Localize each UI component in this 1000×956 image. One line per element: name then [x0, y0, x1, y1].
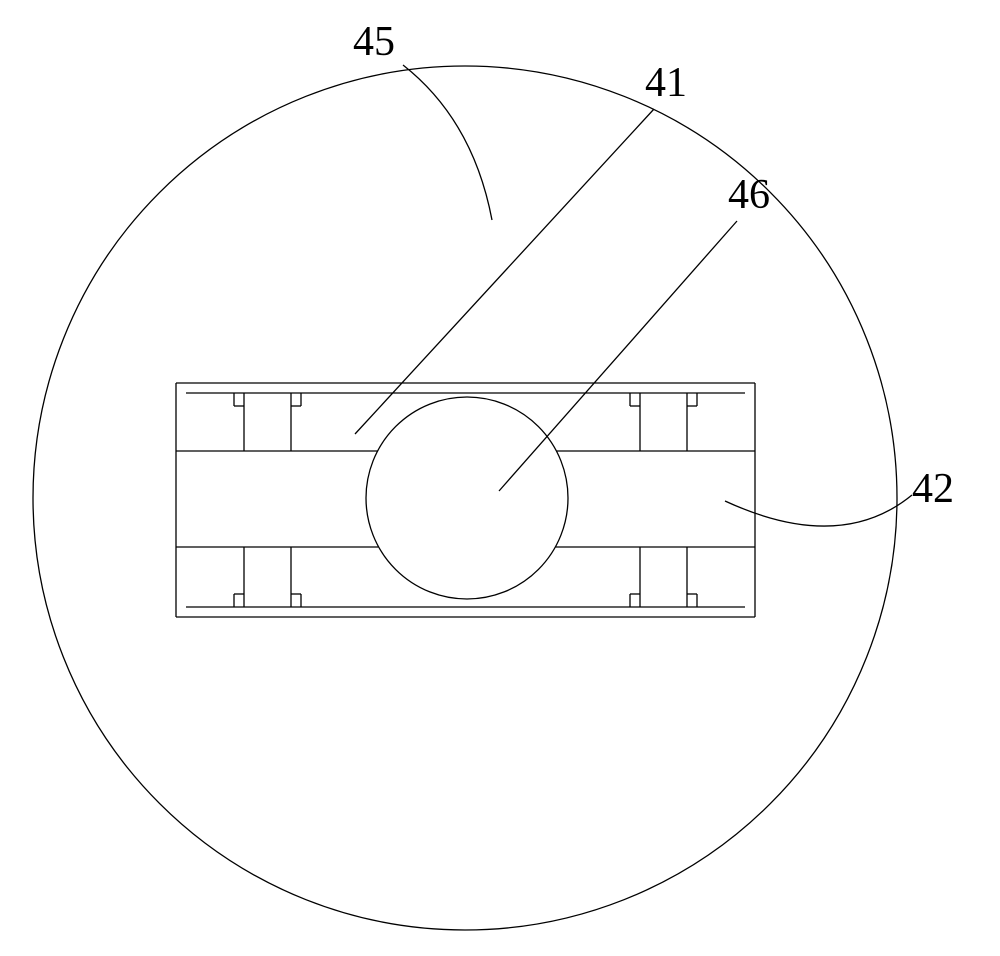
diagram-stage: 45 41 46 42: [0, 0, 1000, 956]
diagram-svg: [0, 0, 1000, 956]
